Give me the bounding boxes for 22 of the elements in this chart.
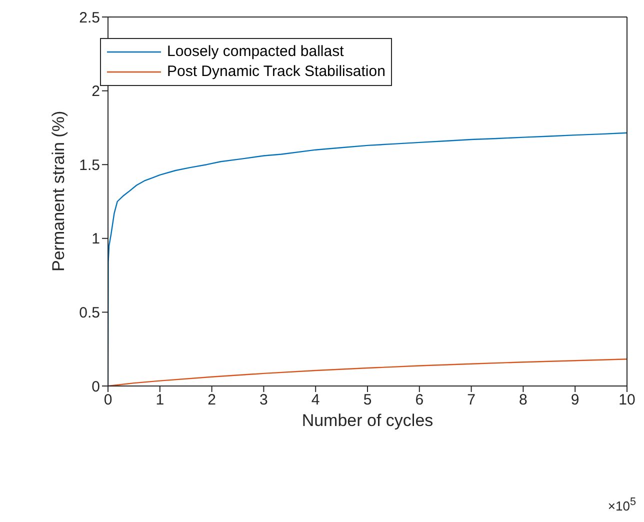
y-tick-label: 2.5	[79, 9, 100, 26]
x-tick-label: 9	[570, 392, 580, 409]
x-tick-label: 6	[415, 392, 424, 409]
x-tick-label: 0	[104, 392, 112, 409]
x-tick-label: 8	[519, 392, 528, 409]
x-tick-label: 4	[311, 392, 320, 409]
legend-label: Post Dynamic Track Stabilisation	[167, 62, 386, 82]
y-tick-label: 2	[92, 83, 100, 100]
text: ×10$^{5}$	[608, 496, 636, 514]
y-axis-title: Permanent strain (%)	[49, 110, 68, 272]
y-tick-label: 0.5	[79, 304, 100, 322]
x-tick-label: 1	[156, 392, 164, 409]
y-tick-label: 0	[92, 378, 100, 396]
x-tick-label: 7	[467, 392, 476, 409]
x-tick-label: 2	[208, 392, 216, 409]
legend-label: Loosely compacted ballast	[167, 42, 344, 62]
y-tick-label: 1	[92, 230, 100, 248]
y-tick-label: 1.5	[79, 156, 100, 174]
x-tick-label: 3	[260, 392, 268, 409]
x-tick-label: 10	[618, 392, 636, 409]
x-axis-title: Number of cycles	[302, 411, 434, 430]
x-tick-label: 5	[363, 392, 372, 409]
